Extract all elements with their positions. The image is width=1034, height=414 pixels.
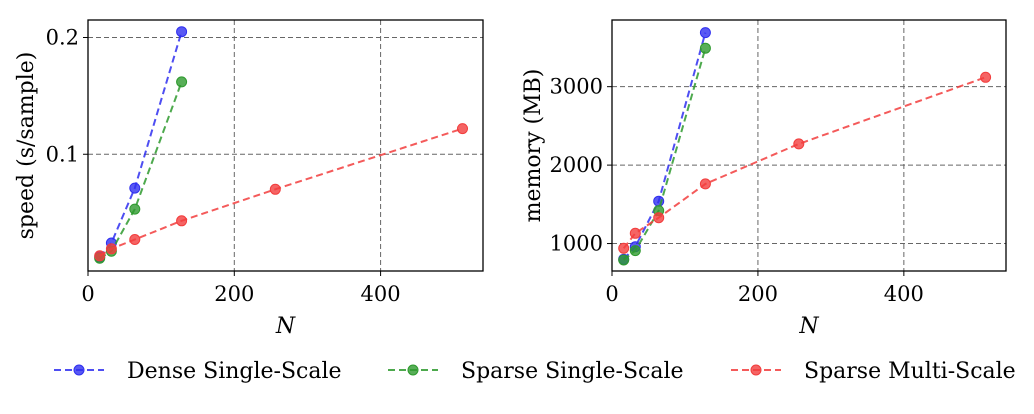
data-point: [176, 76, 188, 88]
data-point: [699, 42, 711, 54]
data-point: [629, 227, 641, 239]
data-point: [129, 203, 141, 215]
series-line: [99, 127, 463, 257]
series-line: [622, 32, 707, 260]
data-point: [129, 234, 141, 245]
data-point: [176, 215, 188, 227]
y-tick-label: 0.2: [46, 26, 79, 50]
legend-label: Sparse Multi-Scale: [804, 359, 1016, 384]
y-tick-label: 1000: [550, 232, 603, 256]
x-tick-label: 0: [81, 282, 94, 306]
legend-marker: [750, 364, 762, 376]
data-point: [105, 243, 117, 255]
data-point: [94, 250, 106, 262]
y-tick-label: 3000: [550, 75, 603, 99]
y-axis-label: memory (MB): [521, 69, 546, 223]
data-point: [618, 254, 630, 266]
data-point: [980, 71, 992, 83]
x-tick-label: 400: [884, 282, 924, 306]
data-point: [699, 27, 711, 39]
data-point: [129, 182, 141, 194]
x-axis-label: N: [275, 314, 296, 339]
data-point: [793, 138, 805, 150]
legend-marker: [407, 364, 419, 376]
series-line: [623, 47, 707, 261]
y-tick-label: 2000: [550, 153, 603, 177]
legend: Dense Single-Scale Sparse Single-Scale Spa…: [54, 359, 1016, 384]
x-axis-label: N: [798, 314, 819, 339]
data-point: [629, 245, 641, 257]
legend-marker: [73, 364, 85, 376]
x-tick-label: 400: [361, 282, 401, 306]
data-point: [269, 183, 281, 195]
y-tick-label: 0.1: [46, 142, 79, 166]
legend-label: Sparse Single-Scale: [461, 359, 684, 384]
data-point: [176, 26, 188, 38]
series-line: [98, 31, 183, 258]
x-tick-label: 200: [738, 282, 778, 306]
data-point: [653, 212, 665, 224]
plot-frame: [87, 19, 484, 272]
series-line: [622, 76, 986, 249]
y-axis-label: speed (s/sample): [14, 52, 39, 240]
data-point: [699, 178, 711, 190]
legend-label: Dense Single-Scale: [127, 359, 342, 384]
data-point: [457, 123, 468, 135]
x-tick-label: 200: [214, 282, 254, 306]
series-line: [99, 81, 183, 260]
data-point: [618, 242, 630, 254]
x-tick-label: 0: [605, 282, 618, 306]
plot-frame: [611, 19, 1007, 272]
